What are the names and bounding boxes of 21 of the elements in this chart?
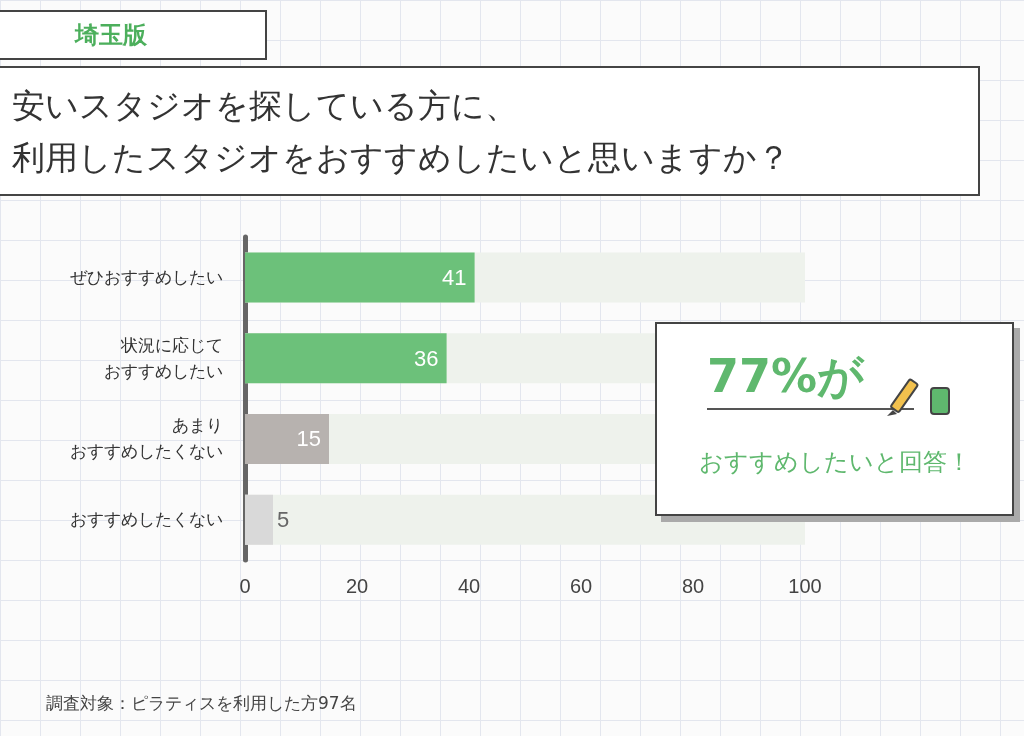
- text: 調査対象：ピラティスを利用した方97名: [46, 692, 357, 715]
- x-tick-label: 40: [457, 575, 481, 597]
- chart-title: 安いスタジオを探している方に、利用したスタジオをおすすめしたいと思いますか？: [0, 66, 980, 196]
- x-tick-label: 60: [569, 575, 593, 597]
- data-label: 5: [277, 507, 290, 533]
- y-tick-label: おすすめしたくない: [70, 510, 223, 530]
- y-tick-label: ぜひおすすめしたい: [70, 267, 223, 287]
- data-label: 15: [296, 426, 321, 452]
- data-label: 41: [442, 264, 467, 290]
- annotation: おすすめしたいと回答！: [697, 447, 972, 478]
- bar: [245, 413, 329, 464]
- y-tick-label: 状況に応じておすすめしたい: [104, 335, 223, 381]
- x-tick-label: 100: [788, 575, 822, 597]
- x-tick-label: 20: [345, 575, 369, 597]
- chart-subtitle: 埼玉版: [0, 10, 267, 60]
- x-tick-label: 0: [239, 575, 251, 597]
- bar: [245, 494, 273, 545]
- annotation: 77%が: [707, 346, 915, 410]
- x-tick-label: 80: [681, 575, 705, 597]
- data-label: 36: [414, 345, 439, 371]
- y-tick-label: あまりおすすめしたくない: [70, 416, 223, 462]
